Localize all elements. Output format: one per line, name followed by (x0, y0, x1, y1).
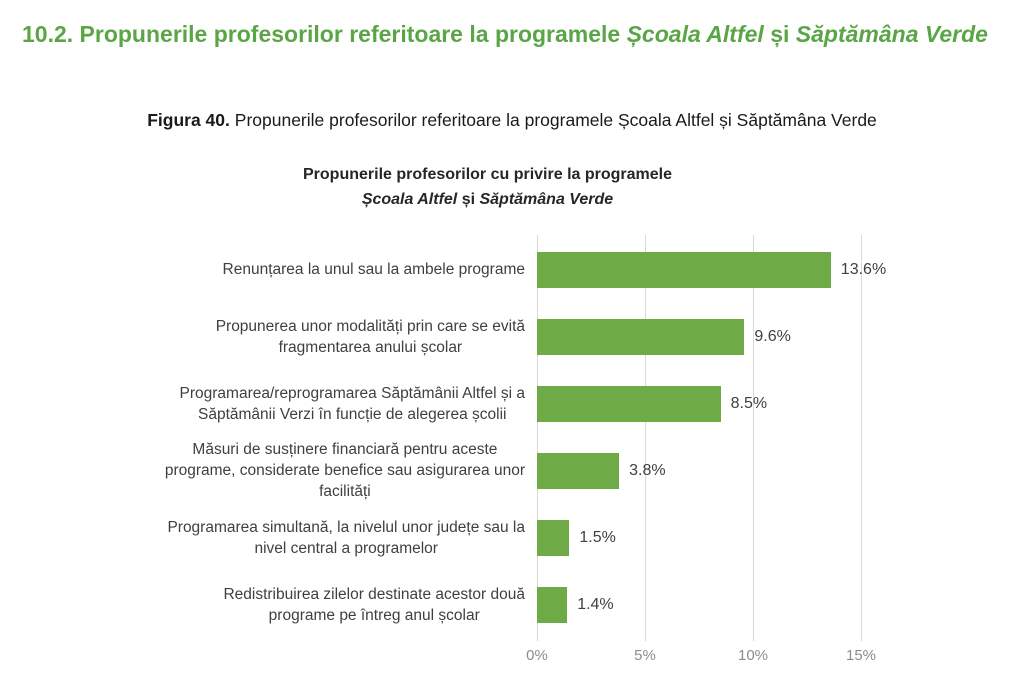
section-heading-text: 10.2. Propunerile profesorilor referitoa… (22, 21, 621, 47)
bar-row: Programarea simultană, la nivelul unor j… (0, 504, 1024, 571)
gridline (645, 235, 646, 641)
bar (537, 452, 620, 489)
chart-title: Propunerile profesorilor cu privire la p… (0, 162, 975, 212)
category-label: Programarea/reprogramarea Săptămânii Alt… (179, 384, 525, 423)
gridline (753, 235, 754, 641)
chart-title-conjunction: și (457, 191, 480, 208)
section-heading: 10.2. Propunerile profesorilor referitoa… (22, 18, 994, 51)
x-axis-tick-label: 10% (737, 647, 769, 664)
figure-caption: Figura 40. Propunerile profesorilor refe… (0, 110, 1024, 131)
bar-row: Redistribuirea zilelor destinate acestor… (0, 571, 1024, 638)
figure-caption-text: Propunerile profesorilor referitoare la … (234, 110, 877, 130)
bar (537, 519, 570, 556)
section-heading-italic-1: Școala Altfel (626, 21, 764, 47)
value-label: 8.5% (730, 394, 768, 412)
bar (537, 385, 721, 422)
value-label: 1.4% (577, 595, 614, 613)
value-label: 9.6% (754, 327, 791, 345)
bar (537, 251, 831, 288)
category-label: Programarea simultană, la nivelul unor j… (167, 518, 525, 557)
category-label: Redistribuirea zilelor destinate acestor… (223, 585, 525, 624)
value-label: 3.8% (629, 461, 666, 479)
x-axis-tick-label: 5% (634, 647, 656, 664)
bar (537, 318, 745, 355)
x-axis-tick-label: 0% (526, 647, 548, 664)
bar-row: Măsuri de susținere financiară pentru ac… (0, 437, 1024, 504)
section-heading-italic-2: Săptămâna Verde (795, 21, 988, 47)
chart-title-line-1: Propunerile profesorilor cu privire la p… (303, 166, 672, 183)
value-label: 13.6% (840, 260, 887, 278)
figure-caption-label: Figura 40. (147, 110, 230, 130)
section-heading-conjunction: și (770, 21, 790, 47)
chart-title-italic-1: Școala Altfel (361, 191, 458, 208)
category-label: Măsuri de susținere financiară pentru ac… (164, 441, 525, 500)
chart-title-italic-2: Săptămâna Verde (479, 191, 614, 208)
bar-row: Propunerea unor modalități prin care se … (0, 303, 1024, 370)
bar-row: Programarea/reprogramarea Săptămânii Alt… (0, 370, 1024, 437)
chart-title-line-2: Școala Altfel și Săptămâna Verde (0, 187, 975, 212)
value-label: 1.5% (579, 528, 616, 546)
category-label: Renunțarea la unul sau la ambele program… (222, 261, 525, 278)
bar (537, 586, 568, 623)
bar-row: Renunțarea la unul sau la ambele program… (0, 236, 1024, 303)
x-axis-tick-label: 15% (845, 647, 877, 664)
gridline (861, 235, 862, 641)
category-label: Propunerea unor modalități prin care se … (215, 317, 525, 356)
gridline (537, 235, 538, 641)
